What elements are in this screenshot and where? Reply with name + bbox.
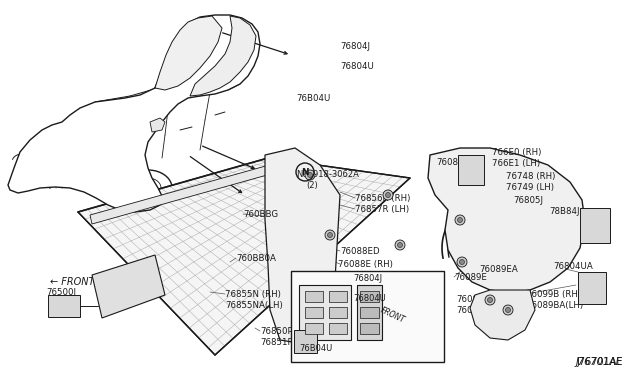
Text: 76804J: 76804J [340, 42, 370, 51]
Text: 76851R(LH): 76851R(LH) [260, 338, 312, 347]
Polygon shape [357, 285, 382, 340]
Bar [305, 307, 323, 318]
Text: 76855NA(LH): 76855NA(LH) [225, 301, 283, 310]
Polygon shape [8, 15, 260, 212]
Text: 76805J: 76805J [513, 196, 543, 205]
Circle shape [345, 285, 355, 295]
Polygon shape [155, 16, 222, 90]
Text: 76089BA(LH): 76089BA(LH) [526, 301, 583, 310]
Bar [360, 323, 379, 334]
Text: 76089E: 76089E [454, 273, 487, 282]
Text: 76B04U: 76B04U [296, 94, 330, 103]
Polygon shape [294, 330, 317, 353]
Text: 76748 (RH): 76748 (RH) [506, 172, 556, 181]
Text: 76089EA: 76089EA [479, 265, 518, 274]
Circle shape [307, 173, 312, 177]
Text: 76099B (RH): 76099B (RH) [526, 290, 581, 299]
Text: ← FRONT: ← FRONT [50, 277, 95, 287]
Text: 76088EA(LH): 76088EA(LH) [338, 271, 395, 280]
Polygon shape [150, 118, 165, 132]
Polygon shape [78, 158, 410, 355]
Text: 760BBG: 760BBG [243, 210, 278, 219]
Circle shape [460, 260, 465, 264]
Bar [360, 307, 379, 318]
Text: 76804U: 76804U [353, 294, 386, 303]
Circle shape [458, 218, 463, 222]
Polygon shape [428, 148, 585, 293]
Text: 76804J: 76804J [353, 274, 382, 283]
Polygon shape [190, 16, 256, 96]
Text: (2): (2) [306, 181, 317, 190]
Circle shape [385, 192, 390, 198]
Text: 76749 (LH): 76749 (LH) [506, 183, 554, 192]
Text: 76804U: 76804U [340, 62, 374, 71]
Text: 766E0 (RH): 766E0 (RH) [492, 148, 541, 157]
Circle shape [383, 190, 393, 200]
Text: 76088BD: 76088BD [456, 295, 496, 304]
Circle shape [488, 298, 493, 302]
Polygon shape [470, 290, 535, 340]
Polygon shape [90, 162, 285, 224]
Bar [360, 291, 379, 302]
Circle shape [395, 240, 405, 250]
Bar [329, 291, 347, 302]
Bar [578, 272, 606, 304]
Text: 76088E (RH): 76088E (RH) [338, 260, 393, 269]
Text: J76701AE: J76701AE [576, 357, 623, 367]
Circle shape [503, 305, 513, 315]
Text: 76088EC(LH): 76088EC(LH) [335, 307, 392, 316]
Circle shape [328, 232, 333, 237]
Circle shape [325, 230, 335, 240]
Text: 760BB0A: 760BB0A [236, 254, 276, 263]
Bar [305, 323, 323, 334]
Bar [329, 323, 347, 334]
Text: 76856R (RH): 76856R (RH) [355, 194, 410, 203]
Circle shape [397, 243, 403, 247]
Text: 76088B: 76088B [436, 158, 470, 167]
Bar [580, 208, 610, 243]
Polygon shape [92, 255, 165, 318]
Text: FRONT: FRONT [379, 306, 406, 325]
Circle shape [485, 295, 495, 305]
Text: 76804UA: 76804UA [553, 262, 593, 271]
Circle shape [348, 288, 353, 292]
Circle shape [506, 308, 511, 312]
Bar [329, 307, 347, 318]
Text: J76701AE: J76701AE [576, 357, 623, 367]
Text: 76B04U: 76B04U [299, 344, 332, 353]
Circle shape [305, 170, 315, 180]
Bar [48, 295, 80, 317]
Bar [458, 155, 484, 185]
Text: 766E1 (LH): 766E1 (LH) [492, 159, 540, 168]
Text: 76857R (LH): 76857R (LH) [355, 205, 409, 214]
Bar [305, 291, 323, 302]
Text: 76088GA: 76088GA [393, 330, 433, 339]
Text: 76500J: 76500J [46, 288, 76, 297]
Text: N08918-3062A: N08918-3062A [296, 170, 359, 179]
Text: 76089E: 76089E [456, 306, 489, 315]
Circle shape [457, 257, 467, 267]
Text: 76850P(RH): 76850P(RH) [260, 327, 312, 336]
Text: N: N [301, 167, 309, 176]
Polygon shape [299, 285, 351, 340]
Text: 76855N (RH): 76855N (RH) [225, 290, 281, 299]
Circle shape [455, 215, 465, 225]
Text: 76088ED: 76088ED [340, 247, 380, 256]
Text: 76088EB(RH): 76088EB(RH) [335, 296, 393, 305]
Bar [291, 271, 444, 362]
Text: 78B84J: 78B84J [549, 207, 579, 216]
Polygon shape [265, 148, 340, 345]
